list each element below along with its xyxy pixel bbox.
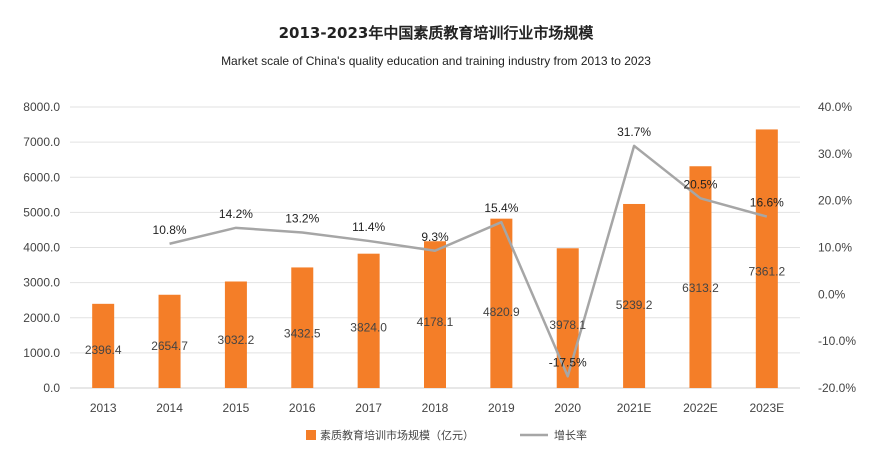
left-axis-tick-label: 7000.0 (23, 135, 60, 149)
x-axis-ticks: 2013 2014 2015 2016 2017 2018 2019 2020 2021E 202… (90, 401, 784, 415)
legend-bar-label: 素质教育培训市场规模（亿元） (320, 428, 474, 442)
right-axis-ticks: -20.0% -10.0% 0.0% 10.0% 20.0% 30.0% 40.0% (818, 100, 856, 395)
left-axis-tick-label: 3000.0 (23, 276, 60, 290)
right-axis-tick-label: 10.0% (818, 241, 852, 255)
bar-value-label: 2654.7 (151, 339, 188, 353)
x-axis-tick-label: 2018 (422, 401, 449, 415)
bar-value-label: 5239.2 (616, 298, 653, 312)
bar (357, 253, 380, 388)
bar-value-label: 7361.2 (748, 265, 785, 279)
legend-line-label: 增长率 (554, 428, 587, 442)
bar-value-label: 2396.4 (85, 343, 122, 357)
bar (490, 218, 513, 388)
bar-value-label: 3978.1 (549, 318, 586, 332)
bar (92, 303, 115, 388)
growth-labels: 10.8% 14.2% 13.2% 11.4% 9.3% 15.4% -17.5% 31.7%… (153, 125, 785, 369)
x-axis-tick-label: 2017 (355, 401, 382, 415)
right-axis-tick-label: -20.0% (818, 381, 856, 395)
bar (158, 294, 181, 388)
x-axis-tick-label: 2023E (749, 401, 784, 415)
x-axis-tick-label: 2020 (554, 401, 581, 415)
bar-value-label: 3432.5 (284, 327, 321, 341)
left-axis-tick-label: 2000.0 (23, 311, 60, 325)
growth-label: 31.7% (617, 125, 651, 139)
left-axis-tick-label: 4000.0 (23, 241, 60, 255)
x-axis-tick-label: 2021E (617, 401, 652, 415)
x-axis-tick-label: 2015 (223, 401, 250, 415)
growth-label: 10.8% (153, 223, 187, 237)
right-axis-tick-label: 30.0% (818, 147, 852, 161)
bar (623, 203, 646, 388)
left-axis-tick-label: 0.0 (43, 381, 60, 395)
bar (755, 129, 778, 388)
left-axis-tick-label: 8000.0 (23, 100, 60, 114)
right-axis-tick-label: 20.0% (818, 194, 852, 208)
bar-value-label: 4178.1 (417, 315, 454, 329)
chart-title: 2013-2023年中国素质教育培训行业市场规模 (279, 24, 595, 42)
left-axis-ticks: 0.0 1000.0 2000.0 3000.0 4000.0 5000.0 6000.0 7… (23, 100, 60, 395)
x-axis-tick-label: 2019 (488, 401, 515, 415)
x-axis-tick-label: 2013 (90, 401, 117, 415)
chart-subtitle: Market scale of China's quality educatio… (221, 54, 651, 68)
growth-label: 13.2% (285, 212, 319, 226)
x-axis-tick-label: 2022E (683, 401, 718, 415)
bar-value-labels: 2396.4 2654.7 3032.2 3432.5 3824.0 4178.1 4820… (85, 265, 786, 357)
growth-label: 20.5% (683, 177, 717, 191)
left-axis-tick-label: 6000.0 (23, 170, 60, 184)
right-axis-tick-label: 0.0% (818, 287, 846, 301)
growth-label: 14.2% (219, 207, 253, 221)
growth-label: -17.5% (549, 355, 587, 369)
growth-line (169, 144, 768, 378)
bar-value-label: 6313.2 (682, 281, 719, 295)
legend: 素质教育培训市场规模（亿元） 增长率 (306, 428, 587, 442)
bar (689, 166, 712, 388)
bar-value-label: 4820.9 (483, 305, 520, 319)
growth-label: 15.4% (484, 201, 518, 215)
bar (291, 267, 314, 388)
growth-label: 11.4% (352, 220, 385, 234)
bar-series (92, 129, 778, 388)
x-axis-tick-label: 2014 (156, 401, 183, 415)
growth-label: 16.6% (750, 196, 784, 210)
right-axis-tick-label: 40.0% (818, 100, 852, 114)
bar (424, 241, 446, 388)
bar-value-label: 3032.2 (218, 333, 255, 347)
left-axis-tick-label: 1000.0 (23, 346, 60, 360)
left-axis-tick-label: 5000.0 (23, 205, 60, 219)
line-series (169, 144, 768, 378)
legend-bar-swatch (306, 430, 316, 440)
bar (224, 281, 247, 388)
x-axis-tick-label: 2016 (289, 401, 316, 415)
right-axis-tick-label: -10.0% (818, 334, 856, 348)
bar-value-label: 3824.0 (350, 321, 387, 335)
growth-label: 9.3% (421, 230, 449, 244)
